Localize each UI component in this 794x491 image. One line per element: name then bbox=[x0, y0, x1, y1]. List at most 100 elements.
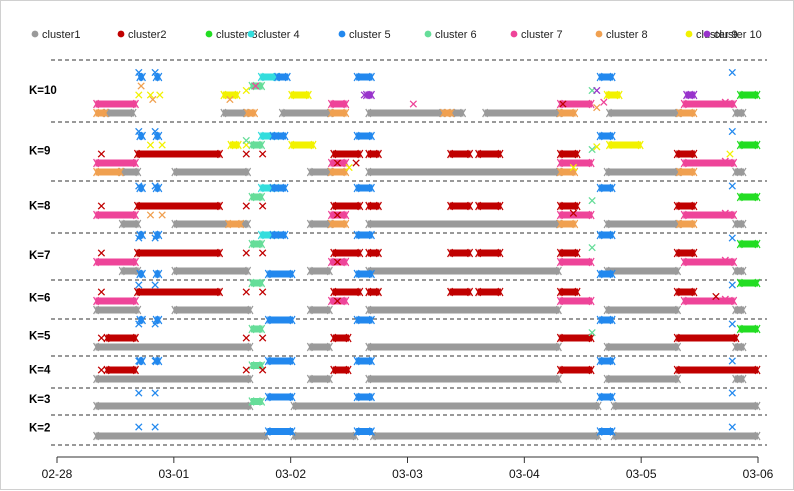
panel-label: K=2 bbox=[29, 423, 50, 435]
point-cluster2 bbox=[333, 297, 342, 305]
segment-cluster8 bbox=[676, 219, 698, 229]
x-tick-label: 03-04 bbox=[509, 467, 540, 481]
segment-cluster6 bbox=[248, 81, 266, 91]
point-cluster9 bbox=[345, 163, 353, 172]
segment-cluster2 bbox=[673, 149, 698, 159]
segment-cluster1 bbox=[103, 108, 137, 118]
legend-label-8: cluster 8 bbox=[606, 29, 648, 41]
legend-marker-8 bbox=[595, 30, 603, 38]
point-cluster2 bbox=[258, 334, 267, 342]
point-cluster2 bbox=[97, 366, 106, 374]
segment-cluster7 bbox=[556, 257, 595, 267]
legend-marker-2 bbox=[117, 30, 125, 38]
segment-cluster1 bbox=[603, 266, 682, 276]
legend-marker-5 bbox=[338, 30, 346, 38]
segment-cluster8 bbox=[676, 108, 698, 118]
segment-cluster1 bbox=[369, 431, 602, 441]
segment-cluster2 bbox=[673, 333, 740, 343]
segment-cluster9 bbox=[288, 140, 317, 150]
segment-cluster7 bbox=[680, 99, 738, 109]
segment-cluster1 bbox=[93, 401, 254, 411]
segment-cluster8 bbox=[327, 108, 350, 118]
point-cluster5 bbox=[151, 182, 159, 190]
segment-cluster2 bbox=[133, 248, 224, 258]
segment-cluster1 bbox=[365, 108, 446, 118]
segment-cluster2 bbox=[475, 149, 504, 159]
panel-label: K=3 bbox=[29, 394, 50, 406]
panel-K=4: K=4 bbox=[29, 356, 761, 384]
segment-cluster2 bbox=[330, 287, 364, 297]
segment-cluster1 bbox=[603, 219, 682, 229]
segment-cluster1 bbox=[93, 431, 270, 441]
segment-cluster1 bbox=[93, 342, 254, 352]
segment-cluster9 bbox=[603, 90, 623, 100]
panel-K=2: K=2 bbox=[29, 423, 761, 441]
legend-label-10: cluster 10 bbox=[714, 29, 762, 41]
segment-cluster8 bbox=[327, 219, 350, 229]
segment-cluster5 bbox=[596, 392, 616, 402]
point-cluster5 bbox=[135, 68, 143, 77]
point-cluster10 bbox=[360, 91, 368, 99]
segment-cluster5 bbox=[596, 131, 616, 141]
segment-cluster2 bbox=[556, 201, 581, 211]
legend-marker-4 bbox=[247, 30, 255, 38]
point-cluster9 bbox=[569, 163, 578, 172]
segment-cluster6 bbox=[248, 278, 266, 288]
segment-cluster3 bbox=[736, 324, 761, 334]
point-cluster6 bbox=[588, 196, 596, 205]
point-cluster2 bbox=[242, 150, 250, 158]
segment-cluster1 bbox=[365, 219, 562, 229]
point-cluster5 bbox=[728, 127, 736, 136]
segment-cluster1 bbox=[365, 305, 562, 315]
segment-cluster6 bbox=[248, 361, 266, 370]
segment-cluster5 bbox=[152, 269, 163, 279]
legend-marker-1 bbox=[31, 30, 39, 38]
segment-cluster1 bbox=[365, 374, 562, 384]
segment-cluster1 bbox=[278, 108, 333, 118]
segment-cluster1 bbox=[603, 342, 682, 352]
segment-cluster1 bbox=[365, 342, 562, 352]
segment-cluster1 bbox=[610, 401, 761, 411]
point-cluster5 bbox=[728, 68, 736, 77]
point-cluster5 bbox=[135, 234, 143, 242]
segment-cluster5 bbox=[269, 230, 289, 240]
segment-cluster1 bbox=[93, 305, 142, 315]
point-cluster7 bbox=[721, 209, 729, 217]
x-tick-label: 03-02 bbox=[275, 467, 306, 481]
point-cluster5 bbox=[135, 320, 143, 328]
segment-cluster2 bbox=[330, 149, 364, 159]
point-cluster5 bbox=[135, 423, 143, 431]
segment-cluster1 bbox=[732, 266, 747, 276]
panel-K=7: K=7 bbox=[29, 230, 761, 276]
point-cluster2 bbox=[352, 159, 360, 167]
segment-cluster6 bbox=[248, 239, 266, 249]
segment-cluster2 bbox=[330, 365, 352, 375]
segment-cluster6 bbox=[248, 324, 266, 334]
legend-label-2: cluster2 bbox=[128, 29, 167, 41]
point-cluster2 bbox=[97, 334, 106, 342]
segment-cluster7 bbox=[680, 296, 738, 306]
segment-cluster1 bbox=[732, 374, 747, 384]
point-cluster9 bbox=[242, 86, 250, 95]
segment-cluster8 bbox=[556, 167, 579, 177]
point-cluster7 bbox=[251, 82, 260, 90]
segment-cluster1 bbox=[603, 305, 682, 315]
x-tick-label: 03-05 bbox=[626, 467, 657, 481]
segment-cluster8 bbox=[93, 108, 109, 118]
segment-cluster10 bbox=[683, 90, 698, 100]
segment-cluster7 bbox=[93, 296, 139, 306]
segment-cluster5 bbox=[596, 72, 616, 82]
segment-cluster7 bbox=[556, 158, 595, 168]
segment-cluster2 bbox=[330, 248, 364, 258]
point-cluster5 bbox=[728, 234, 736, 242]
segment-cluster7 bbox=[327, 158, 350, 168]
segment-cluster1 bbox=[732, 108, 747, 118]
panel-K=10: K=10 bbox=[29, 68, 761, 118]
segment-cluster1 bbox=[732, 167, 747, 177]
segment-cluster1 bbox=[93, 374, 254, 384]
legend-label-3: cluster 3 bbox=[216, 29, 258, 41]
point-cluster2 bbox=[258, 249, 267, 257]
segment-cluster1 bbox=[171, 167, 252, 177]
segment-cluster7 bbox=[556, 296, 595, 306]
point-cluster2 bbox=[242, 202, 250, 210]
